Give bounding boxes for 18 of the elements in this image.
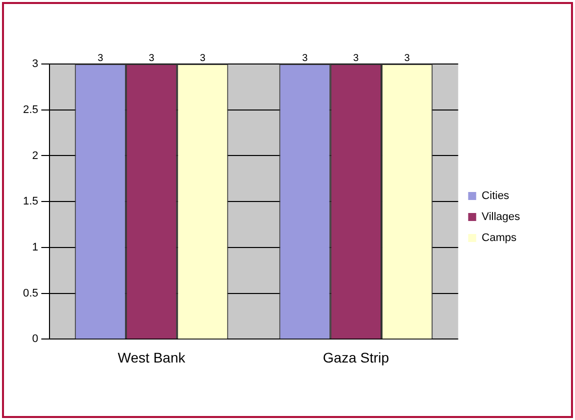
legend-label: Villages <box>482 211 520 224</box>
x-tick-label: West Bank <box>118 349 186 366</box>
y-tick-label: 1.5 <box>22 196 38 208</box>
y-tick-label: 1 <box>32 242 38 254</box>
data-label: 3 <box>148 52 155 64</box>
data-label: 3 <box>98 52 104 64</box>
x-tick-label: Gaza Strip <box>322 349 390 366</box>
data-label: 3 <box>353 52 360 64</box>
legend-label: Cities <box>482 190 510 202</box>
data-label: 3 <box>200 52 206 64</box>
legend-label: Camps <box>482 232 518 244</box>
y-tick-label: 3 <box>32 58 38 70</box>
y-tick-label: 0.5 <box>22 287 38 300</box>
y-tick-label: 2 <box>32 150 38 162</box>
data-label: 3 <box>302 52 308 64</box>
y-tick-label: 2.5 <box>22 104 38 116</box>
y-tick-label: 0 <box>32 333 38 346</box>
data-label: 3 <box>404 52 410 64</box>
